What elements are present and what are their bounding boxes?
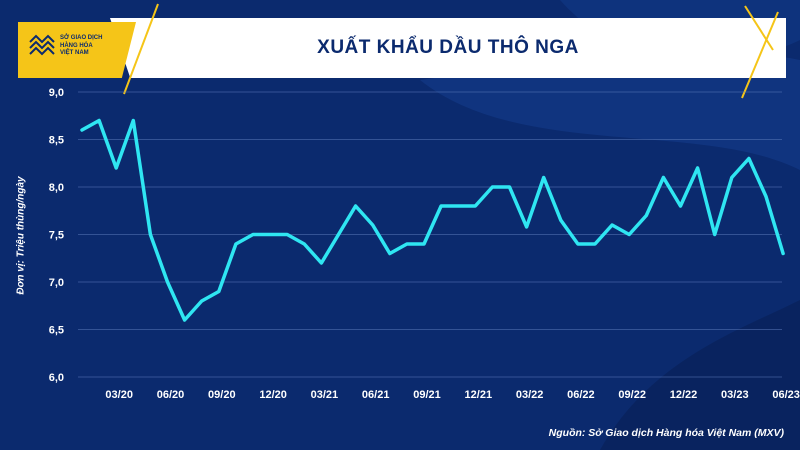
logo-mark-icon bbox=[29, 34, 55, 56]
x-tick-label: 03/21 bbox=[311, 389, 339, 401]
logo-line-1: SỞ GIAO DỊCH bbox=[60, 35, 103, 41]
x-tick-label: 09/22 bbox=[618, 389, 646, 401]
series-line bbox=[80, 118, 785, 322]
y-tick-label: 8,0 bbox=[49, 182, 64, 194]
x-tick-label: 03/22 bbox=[516, 389, 544, 401]
x-tick-label: 12/20 bbox=[259, 389, 287, 401]
y-tick-label: 6,0 bbox=[49, 372, 64, 384]
x-tick-label: 06/21 bbox=[362, 389, 390, 401]
x-tick-label: 03/20 bbox=[105, 389, 133, 401]
y-tick-label: 6,5 bbox=[49, 325, 64, 337]
x-tick-label: 06/20 bbox=[157, 389, 185, 401]
y-tick-label: 9,0 bbox=[49, 87, 64, 99]
logo-text: SỞ GIAO DỊCH HÀNG HÓA VIỆT NAM bbox=[60, 35, 130, 58]
header-bar bbox=[110, 18, 786, 78]
x-tick-label: 06/22 bbox=[567, 389, 595, 401]
x-tick-label: 09/21 bbox=[413, 389, 441, 401]
y-axis-label: Đơn vị: Triệu thùng/ngày bbox=[15, 176, 27, 295]
x-tick-label: 12/22 bbox=[670, 389, 698, 401]
y-tick-label: 7,5 bbox=[49, 230, 64, 242]
logo-line-2: HÀNG HÓA bbox=[60, 42, 93, 49]
x-tick-label: 03/23 bbox=[721, 389, 749, 401]
x-tick-label: 12/21 bbox=[465, 389, 493, 401]
logo-line-3: VIỆT NAM bbox=[60, 50, 89, 56]
chart-title: XUẤT KHẨU DẦU THÔ NGA bbox=[317, 37, 579, 58]
x-tick-label: 06/23 bbox=[772, 389, 800, 401]
y-tick-label: 8,5 bbox=[49, 135, 64, 147]
y-tick-label: 7,0 bbox=[49, 277, 64, 289]
source-note: Nguồn: Sở Giao dịch Hàng hóa Việt Nam (M… bbox=[548, 427, 784, 439]
x-tick-label: 09/20 bbox=[208, 389, 236, 401]
